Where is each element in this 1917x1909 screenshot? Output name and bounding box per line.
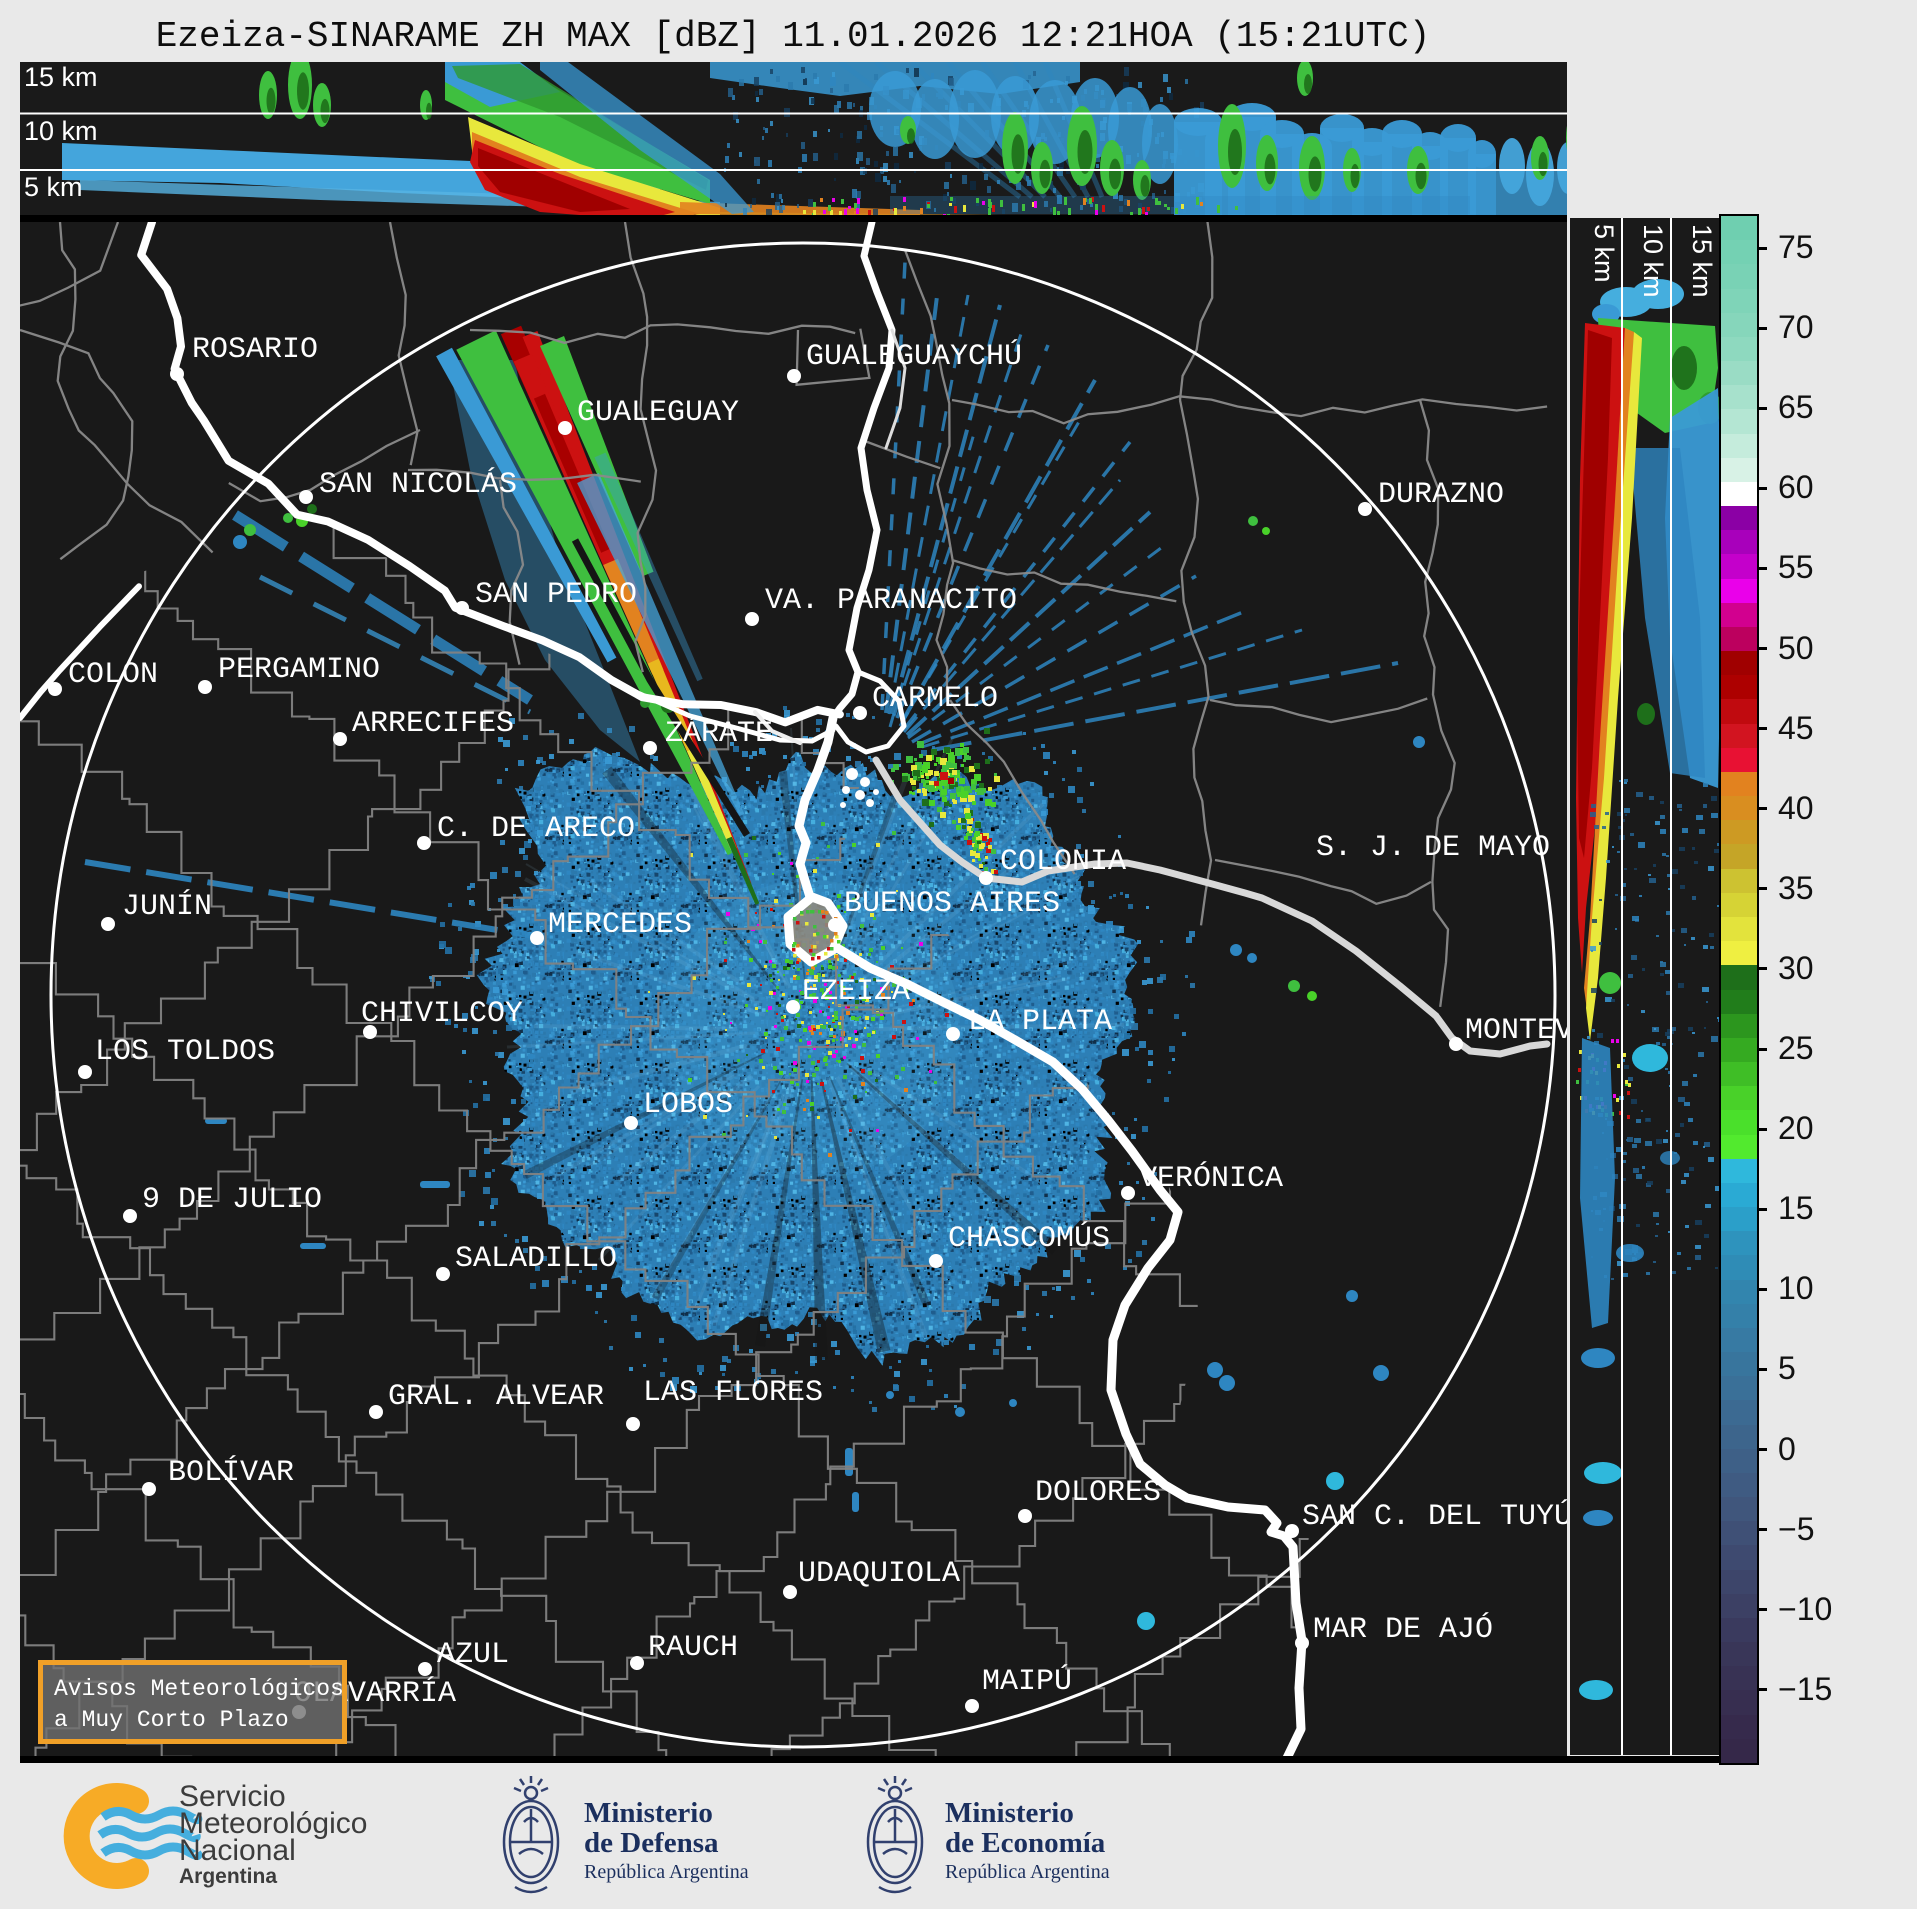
svg-text:ARRECIFES: ARRECIFES <box>352 707 514 741</box>
svg-text:AZUL: AZUL <box>437 1638 509 1672</box>
svg-text:GRAL. ALVEAR: GRAL. ALVEAR <box>388 1380 604 1414</box>
svg-text:Meteorológico: Meteorológico <box>179 1807 367 1840</box>
svg-text:JUNÍN: JUNÍN <box>122 889 212 924</box>
svg-text:PERGAMINO: PERGAMINO <box>218 653 380 687</box>
svg-text:5 km: 5 km <box>24 172 83 202</box>
svg-text:Servicio: Servicio <box>179 1780 286 1813</box>
svg-text:SAN PEDRO: SAN PEDRO <box>475 578 637 612</box>
svg-text:COLONIA: COLONIA <box>1000 845 1126 879</box>
svg-text:GUALEGUAY: GUALEGUAY <box>577 396 739 430</box>
svg-text:MERCEDES: MERCEDES <box>548 908 692 942</box>
svg-text:ROSARIO: ROSARIO <box>192 333 318 367</box>
svg-text:C. DE ARECO: C. DE ARECO <box>437 812 635 846</box>
svg-text:10 km: 10 km <box>1638 224 1668 298</box>
svg-text:LAS FLORES: LAS FLORES <box>643 1376 823 1410</box>
svg-text:de Economía: de Economía <box>945 1827 1106 1859</box>
svg-text:MAIPÚ: MAIPÚ <box>982 1664 1072 1699</box>
svg-text:CARMELO: CARMELO <box>872 682 998 716</box>
svg-text:CHIVILCOY: CHIVILCOY <box>361 997 523 1031</box>
svg-text:CHASCOMÚS: CHASCOMÚS <box>948 1221 1110 1256</box>
svg-text:10 km: 10 km <box>24 116 98 146</box>
svg-text:LOS TOLDOS: LOS TOLDOS <box>95 1035 275 1069</box>
svg-text:Argentina: Argentina <box>179 1865 277 1888</box>
svg-text:VA. PARANACITO: VA. PARANACITO <box>765 584 1017 618</box>
svg-text:MONTEVID: MONTEVID <box>1465 1014 1567 1048</box>
svg-text:GUALEGUAYCHÚ: GUALEGUAYCHÚ <box>806 339 1022 374</box>
svg-text:SALADILLO: SALADILLO <box>455 1242 617 1276</box>
svg-text:Ministerio: Ministerio <box>945 1797 1074 1829</box>
svg-text:LOBOS: LOBOS <box>643 1088 733 1122</box>
svg-text:BUENOS AIRES: BUENOS AIRES <box>844 887 1060 921</box>
svg-text:VERÓNICA: VERÓNICA <box>1139 1161 1283 1196</box>
svg-text:EZEIZA: EZEIZA <box>802 975 910 1009</box>
svg-text:SAN NICOLÁS: SAN NICOLÁS <box>319 467 517 502</box>
svg-text:ZÁRATE: ZÁRATE <box>665 716 773 751</box>
svg-text:República Argentina: República Argentina <box>584 1861 749 1883</box>
svg-text:S. J. DE MAYO: S. J. DE MAYO <box>1316 831 1550 865</box>
svg-text:República Argentina: República Argentina <box>945 1861 1110 1883</box>
svg-text:LA PLATA: LA PLATA <box>968 1005 1112 1039</box>
svg-text:Nacional: Nacional <box>179 1834 296 1867</box>
svg-text:de Defensa: de Defensa <box>584 1827 719 1859</box>
svg-text:RAUCH: RAUCH <box>648 1631 738 1665</box>
svg-text:15 km: 15 km <box>24 62 98 92</box>
svg-text:DOLORES: DOLORES <box>1035 1476 1161 1510</box>
svg-text:UDAQUIOLA: UDAQUIOLA <box>798 1557 960 1591</box>
svg-text:DURAZNO: DURAZNO <box>1378 478 1504 512</box>
svg-text:MAR DE AJÓ: MAR DE AJÓ <box>1313 1612 1493 1647</box>
svg-text:BOLÍVAR: BOLÍVAR <box>168 1455 294 1490</box>
svg-text:15 km: 15 km <box>1687 224 1717 298</box>
svg-text:SAN C. DEL TUYÚ: SAN C. DEL TUYÚ <box>1302 1499 1567 1534</box>
svg-text:COLON: COLON <box>68 658 158 692</box>
svg-text:9 DE JULIO: 9 DE JULIO <box>142 1183 322 1217</box>
svg-text:Ministerio: Ministerio <box>584 1797 713 1829</box>
svg-text:5 km: 5 km <box>1589 224 1619 283</box>
